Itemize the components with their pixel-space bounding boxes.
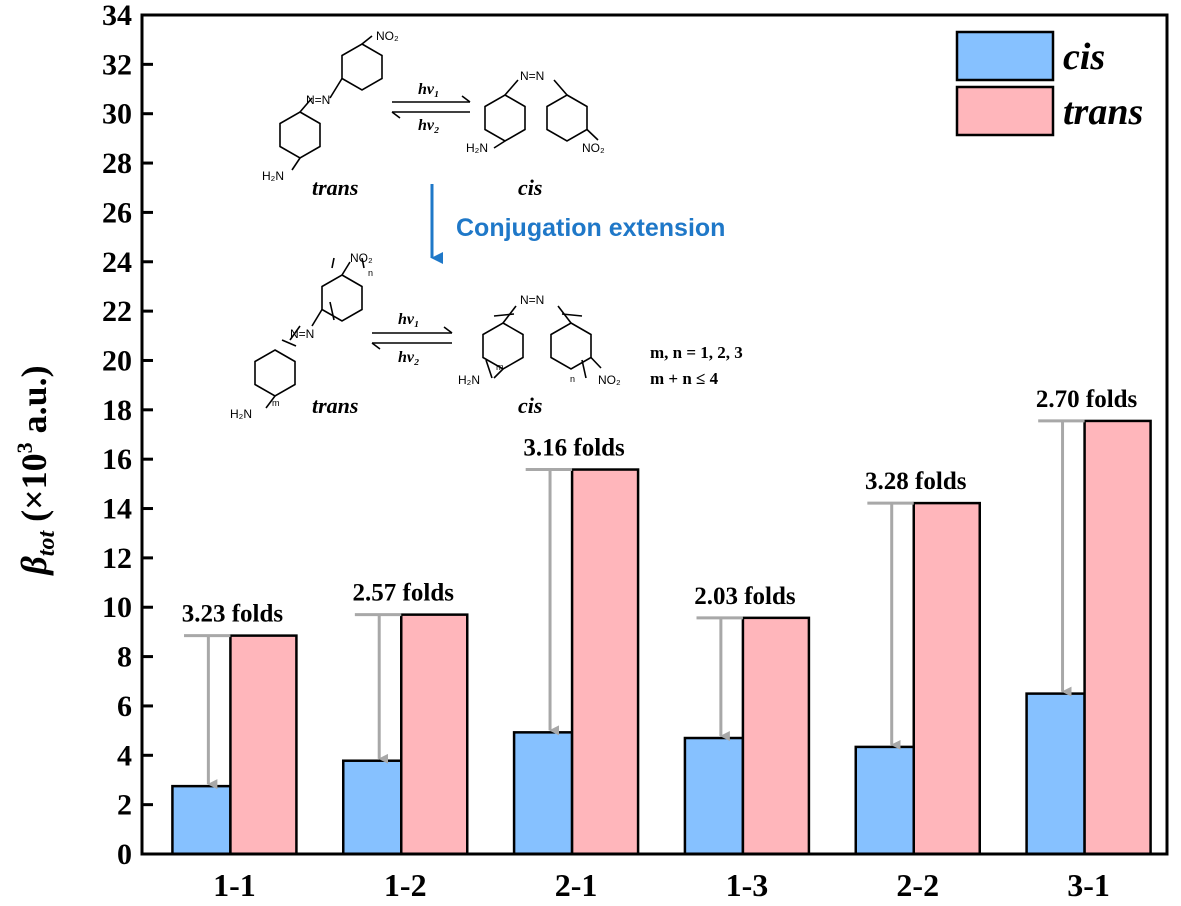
bar-trans-3-1 (1083, 419, 1152, 856)
trans-label-bottom: trans (312, 393, 358, 418)
x-tick-label-1-3: 1-3 (726, 867, 769, 903)
bar-cis-1-1 (171, 784, 232, 856)
fold-label-3-1: 2.70 folds (1036, 386, 1138, 413)
plot-frame (140, 13, 1169, 856)
sub-n-bottom-cis: n (570, 374, 575, 384)
h2n-top-cis: H₂N (466, 141, 488, 155)
sub-m-bottom-trans: m (272, 398, 280, 408)
y-tick-label: 12 (102, 542, 132, 575)
cis-extended-structure (482, 305, 602, 379)
bar-cis-2-1 (512, 731, 574, 856)
fold-label-1-3: 2.03 folds (694, 583, 796, 610)
y-tick-label: 20 (102, 344, 132, 377)
y-tick-label: 32 (102, 48, 132, 81)
conjugation-label: Conjugation extension (456, 214, 725, 242)
y-tick-label: 4 (117, 739, 132, 772)
legend-trans-swatch (955, 85, 1055, 137)
legend: cis trans (955, 30, 1143, 137)
cis-azobenzene-structure (484, 79, 599, 149)
bar-cis-2-2 (854, 745, 915, 856)
nn-top-cis: N=N (520, 69, 544, 83)
trans-azobenzene-structure (279, 35, 383, 171)
bar-trans-1-1 (229, 634, 298, 856)
y-tick-label: 16 (102, 443, 132, 476)
cis-label-bottom: cis (518, 393, 542, 418)
legend-trans-label: trans (1063, 91, 1143, 133)
fold-label-2-1: 3.16 folds (523, 435, 625, 462)
trans-extended-structure (254, 257, 365, 409)
reaction-scheme: NO₂ N=N H₂N trans hv₁ hv₂ N=N H₂N NO₂ ci… (230, 29, 743, 421)
nn-bottom-cis: N=N (520, 293, 544, 307)
sub-m-bottom-cis: m (496, 362, 504, 372)
hv2-top: hv₂ (418, 117, 440, 134)
bar-trans-2-2 (912, 501, 981, 856)
x-tick-label-2-1: 2-1 (555, 867, 598, 903)
fold-label-2-2: 3.28 folds (865, 468, 967, 495)
y-tick-label: 10 (102, 591, 132, 624)
y-tick-label: 34 (102, 0, 132, 32)
hv2-bottom: hv₂ (398, 349, 420, 366)
hv1-bottom: hv₁ (398, 311, 420, 328)
condition-line-2: m + n ≤ 4 (650, 369, 719, 388)
y-tick-label: 30 (102, 98, 132, 131)
trans-label-top: trans (312, 175, 358, 200)
hv1-top: hv₁ (418, 81, 440, 98)
bar-cis-1-2 (342, 759, 403, 856)
y-tick-label: 18 (102, 394, 132, 427)
x-tick-label-3-1: 3-1 (1067, 867, 1110, 903)
y-tick-label: 2 (117, 789, 132, 822)
bar-cis-1-3 (683, 736, 745, 856)
cis-label-top: cis (518, 175, 542, 200)
y-tick-label: 24 (102, 246, 132, 279)
no2-top-cis: NO₂ (582, 141, 605, 155)
fold-label-1-1: 3.23 folds (182, 601, 284, 628)
x-tick-label-1-2: 1-2 (384, 867, 427, 903)
fold-arrows-layer: 3.23 folds 2.57 folds 3.16 folds 2.03 folds… (182, 386, 1138, 790)
no2-bottom-cis: NO₂ (598, 373, 621, 387)
x-tick-labels-layer: 1-1 1-2 2-1 1-3 2-2 3-1 (213, 867, 1110, 903)
y-tick-label: 28 (102, 147, 132, 180)
h2n-bottom-trans: H₂N (230, 407, 252, 421)
no2-bottom-trans: NO₂ (350, 251, 373, 265)
nn-bottom-trans: N=N (290, 327, 314, 341)
nn-top-trans: N=N (306, 93, 330, 107)
sub-n-bottom-trans: n (368, 268, 373, 278)
no2-top-trans: NO₂ (376, 29, 399, 43)
y-tick-label: 6 (117, 690, 132, 723)
y-tick-label: 22 (102, 295, 132, 328)
bars-layer (171, 419, 1152, 856)
y-tick-label: 0 (117, 838, 132, 871)
legend-cis-label: cis (1063, 36, 1105, 78)
y-tick-label: 8 (117, 641, 132, 674)
y-tick-label: 26 (102, 196, 132, 229)
bar-cis-3-1 (1025, 692, 1086, 856)
bar-trans-1-3 (741, 616, 811, 856)
legend-cis-swatch (955, 30, 1055, 82)
bar-trans-1-2 (400, 613, 469, 856)
x-tick-label-1-1: 1-1 (213, 867, 256, 903)
x-tick-label-2-2: 2-2 (896, 867, 939, 903)
h2n-bottom-cis: H₂N (458, 373, 480, 387)
bar-trans-2-1 (570, 468, 640, 856)
condition-line-1: m, n = 1, 2, 3 (650, 343, 743, 362)
fold-label-1-2: 2.57 folds (353, 580, 455, 607)
y-tick-label: 14 (102, 493, 132, 526)
h2n-top-trans: H₂N (262, 169, 284, 183)
y-axis-title: βtot (×103 a.u.) (12, 365, 60, 576)
